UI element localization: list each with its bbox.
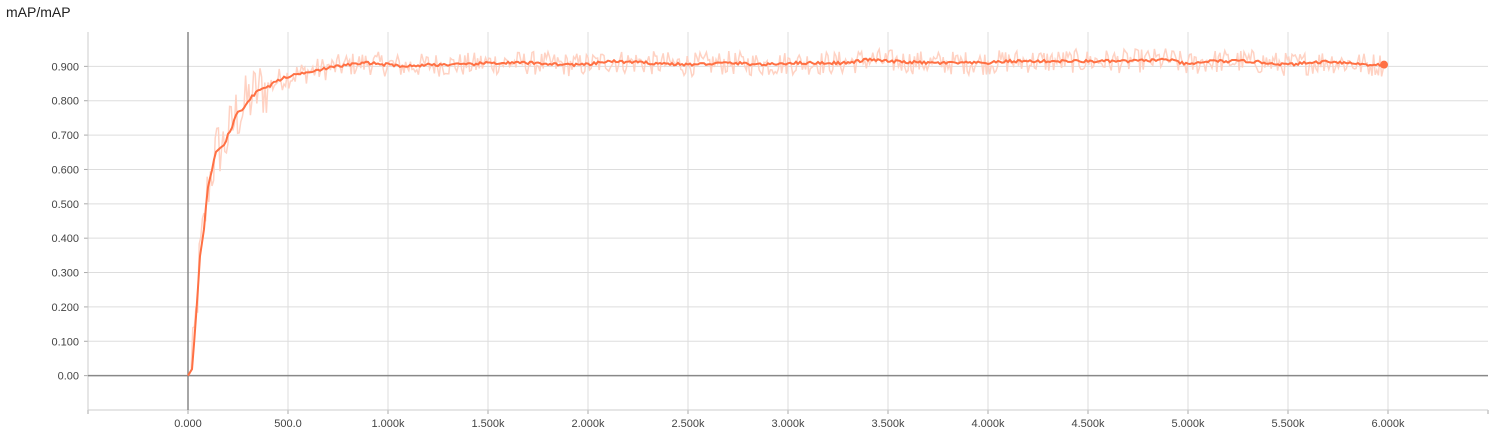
y-tick-label: 0.800 [51, 96, 79, 108]
y-tick-label: 0.700 [51, 130, 79, 142]
x-tick-label: 5.500k [1271, 418, 1305, 430]
x-tick-label: 4.000k [971, 418, 1005, 430]
y-tick-label: 0.100 [51, 336, 79, 348]
x-tick-label: 500.0 [274, 418, 302, 430]
raw-series-line [187, 46, 1384, 376]
y-tick-label: 0.500 [51, 199, 79, 211]
smoothed-series-line [187, 57, 1385, 377]
y-tick-label: 0.200 [51, 302, 79, 314]
x-tick-label: 3.500k [871, 418, 905, 430]
y-tick-label: 0.900 [51, 61, 79, 73]
x-tick-label: 3.000k [771, 418, 805, 430]
y-tick-label: 0.300 [51, 268, 79, 280]
y-tick-label: 0.00 [58, 371, 79, 383]
x-tick-label: 0.000 [174, 418, 202, 430]
x-tick-label: 1.000k [371, 418, 405, 430]
chart-title: mAP/mAP [6, 4, 71, 20]
x-tick-label: 2.000k [571, 418, 605, 430]
x-tick-label: 4.500k [1071, 418, 1105, 430]
y-tick-label: 0.400 [51, 233, 79, 245]
series-end-point [1380, 60, 1388, 69]
y-tick-label: 0.600 [51, 164, 79, 176]
x-tick-label: 1.500k [471, 418, 505, 430]
x-tick-label: 2.500k [671, 418, 705, 430]
x-tick-label: 5.000k [1171, 418, 1205, 430]
x-tick-label: 6.000k [1371, 418, 1405, 430]
